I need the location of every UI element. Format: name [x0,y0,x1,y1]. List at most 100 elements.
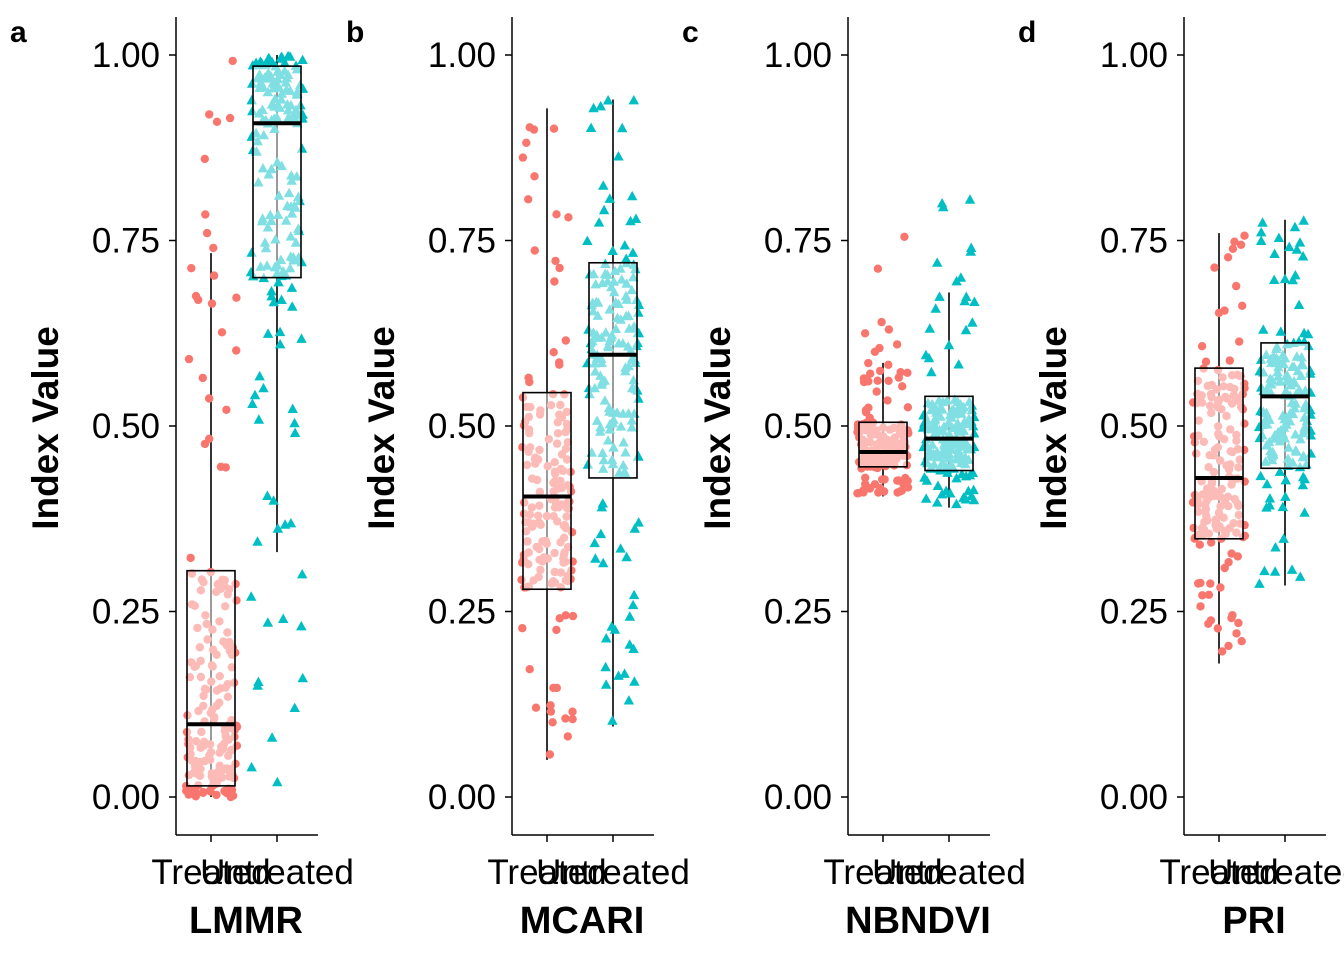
data-point [279,57,290,68]
data-point [551,256,560,266]
y-tick-label: 0.25 [1100,593,1168,632]
data-point [607,245,618,255]
data-point [287,301,298,311]
data-point [265,57,276,68]
data-point [938,201,949,212]
data-point [629,523,640,533]
data-point [1228,244,1238,253]
data-point [600,679,612,689]
data-point [1298,215,1309,225]
box [252,65,302,279]
data-point [1279,273,1291,284]
data-point [1269,248,1280,258]
x-axis-title: PRI [1222,900,1285,942]
data-point [1197,342,1207,351]
data-point [859,486,868,495]
data-point [266,285,277,296]
data-point [524,373,533,382]
data-point [951,498,962,509]
data-point [595,100,606,111]
data-point [627,599,639,610]
data-point [285,518,297,528]
data-point [1236,240,1246,249]
data-point [960,324,972,335]
data-point [604,193,615,203]
data-point [1216,583,1225,592]
panel-c: c Index Value 0.00 0.25 0.50 0.75 1.00 TreatedU… [682,16,1026,942]
data-point [568,611,578,621]
data-point [246,591,257,601]
data-point [598,557,609,568]
data-point [289,702,300,712]
y-tick-label: 0.00 [428,778,496,817]
data-point [252,680,263,690]
data-point [963,485,974,496]
series-untreated [245,50,309,787]
data-point [1238,301,1247,310]
data-point [1195,540,1205,549]
data-point [568,714,577,724]
box [924,395,974,472]
data-point [529,125,539,134]
data-point [184,354,194,364]
x-axis-title: MCARI [520,900,645,942]
data-point [297,569,308,579]
data-point [878,475,887,484]
data-point [598,180,609,190]
data-point [601,633,612,643]
series-treated [1188,231,1250,664]
data-point [870,347,880,356]
data-point [876,484,885,493]
data-point [627,247,639,257]
data-point [209,243,218,253]
data-point [903,483,913,492]
x-tick-label-untreated: Untreated [872,853,1026,892]
data-point [207,299,217,308]
data-point [568,707,577,716]
data-point [1256,227,1267,237]
y-tick-label: 1.00 [92,36,160,75]
data-point [186,553,195,563]
box [588,261,638,479]
data-point [932,497,943,507]
data-point [627,190,638,201]
y-tick-label: 0.75 [1100,222,1168,261]
data-point [865,484,875,493]
data-point [1204,590,1214,599]
data-point [894,476,903,485]
data-point [530,246,539,255]
data-point [1299,507,1310,517]
data-point [896,368,905,377]
data-point [859,374,869,383]
data-point [545,750,555,759]
data-point [546,701,555,710]
data-point [960,494,972,504]
data-point [1232,281,1241,291]
data-point [274,339,286,349]
data-point [602,95,614,105]
data-point [964,194,976,204]
data-point [1261,478,1273,489]
y-tick-label: 0.25 [764,593,832,632]
data-point [943,339,955,350]
data-point [268,495,279,505]
data-point [920,493,932,503]
data-point [272,523,284,533]
data-point [286,282,298,292]
data-point [1234,618,1243,628]
data-point [866,369,875,378]
data-point [861,473,870,482]
data-point [1230,237,1239,246]
data-point [222,405,231,414]
data-point [903,368,912,377]
data-point [525,665,534,674]
data-point [1206,579,1215,588]
data-point [522,138,531,147]
data-point [593,217,605,227]
data-point [249,389,261,400]
data-point [1278,533,1289,543]
y-tick-label: 0.50 [764,407,832,446]
data-point [246,761,257,772]
data-point [921,475,933,485]
data-point [628,589,640,600]
